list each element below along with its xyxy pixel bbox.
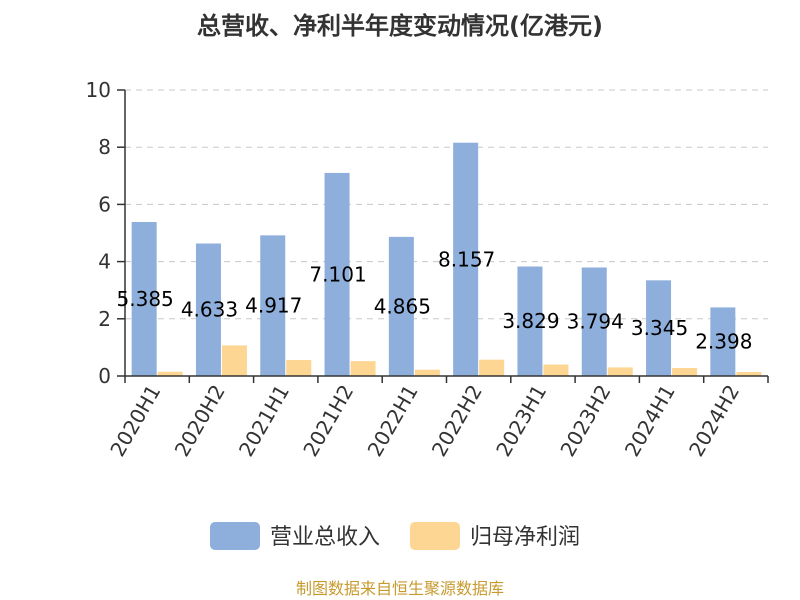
legend-swatch-revenue[interactable] [210,522,260,550]
x-tick-label: 2022H1 [363,381,423,461]
bar-revenue [324,172,350,376]
y-tick-label: 0 [98,364,111,388]
source-note: 制图数据来自恒生聚源数据库 [296,579,504,598]
bar-revenue [453,142,479,376]
bar-net-profit [543,364,569,376]
data-labels: 5.385 4.633 4.917 7.101 4.865 8.157 3.829 3.794… [117,247,753,353]
bar-net-profit [607,367,633,376]
data-label: 7.101 [309,262,366,286]
data-label: 4.633 [181,298,238,322]
x-tick-label: 2024H2 [684,381,744,461]
data-label: 2.398 [695,330,752,354]
x-tick-label: 2024H1 [620,381,680,461]
bar-net-profit [672,367,698,376]
x-tick-label: 2023H1 [491,381,551,461]
bar-net-profit [479,359,505,376]
legend[interactable]: 营业总收入 归母净利润 [210,522,580,550]
grid [125,89,768,320]
bar-revenue [388,236,414,376]
bar-revenue [710,307,736,376]
bars [131,142,762,376]
legend-swatch-net-profit[interactable] [410,522,460,550]
y-tick-label: 4 [98,250,111,274]
data-label: 5.385 [117,287,174,311]
bar-net-profit [350,361,376,376]
bar-net-profit [414,369,440,376]
x-tick-label: 2022H2 [427,381,487,461]
bar-net-profit [736,371,762,376]
y-tick-label: 2 [98,307,111,331]
data-label: 3.345 [631,316,688,340]
bar-revenue [260,235,286,376]
x-tick-label: 2021H2 [298,381,358,461]
bar-net-profit [221,345,247,376]
legend-label-net-profit[interactable]: 归母净利润 [470,525,580,550]
y-tick-label: 6 [98,192,111,216]
bar-revenue [581,267,607,376]
data-label: 8.157 [438,247,495,271]
x-tick-label: 2023H2 [555,381,615,461]
x-tick-label: 2021H1 [234,381,294,461]
data-label: 3.794 [567,310,624,334]
x-tick-label: 2020H1 [105,381,165,461]
bar-net-profit [286,359,312,376]
bar-revenue [131,221,157,376]
data-label: 4.917 [245,294,302,318]
data-label: 3.829 [502,309,559,333]
legend-label-revenue[interactable]: 营业总收入 [270,525,380,550]
y-tick-label: 10 [86,78,111,102]
bar-revenue [517,266,543,376]
x-tick-label: 2020H2 [170,381,230,461]
bar-revenue [195,243,221,376]
bar-revenue [646,280,672,376]
data-label: 4.865 [374,294,431,318]
bar-net-profit [157,371,183,376]
chart-title: 总营收、净利半年度变动情况(亿港元) [197,12,603,40]
y-tick-label: 8 [98,135,111,159]
